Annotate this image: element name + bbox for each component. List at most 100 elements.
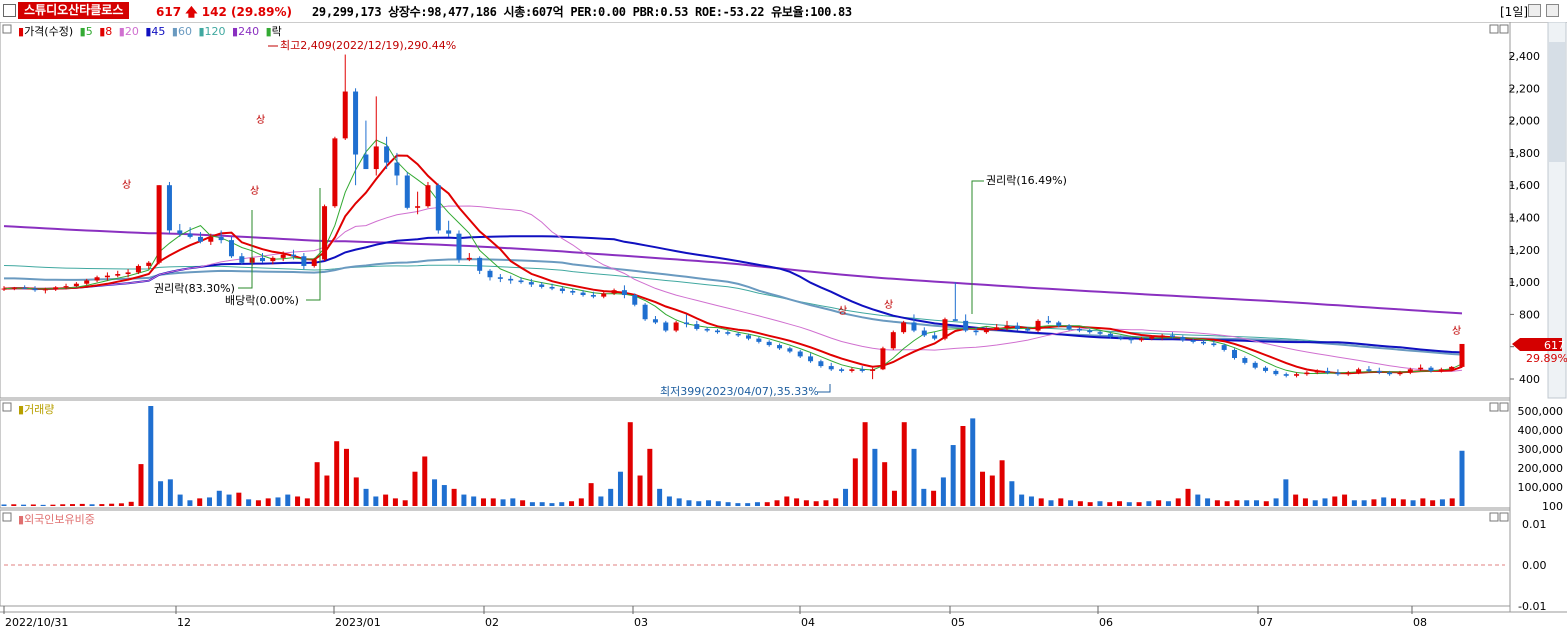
candle	[642, 303, 648, 321]
volume-bar	[1342, 494, 1348, 506]
volume-bar	[167, 479, 173, 506]
volume-bar	[813, 501, 819, 506]
limit-up-marker: 상	[250, 185, 259, 197]
current-price: 617	[156, 5, 182, 19]
candle	[601, 291, 607, 299]
volume-bar	[99, 504, 105, 506]
candle	[942, 317, 948, 341]
foreign-tick-001: 0.01	[1522, 518, 1547, 531]
stock-name[interactable]: 스튜디오산타클로스	[18, 2, 130, 19]
change-percent: (29.89%)	[231, 5, 292, 19]
foreign-tick-neg001: -0.01	[1518, 600, 1546, 613]
volume-bar	[852, 458, 858, 506]
candle	[1438, 367, 1444, 373]
volume-bar	[1273, 498, 1279, 506]
volume-bar	[882, 462, 888, 506]
volume-bar	[549, 503, 555, 506]
volume-tick-label: 200,000	[1518, 462, 1564, 475]
volume-bar	[569, 501, 575, 506]
volume-bar	[1430, 500, 1436, 506]
candle	[756, 337, 762, 344]
minimize-icon[interactable]	[1528, 4, 1541, 17]
x-tick-label: 04	[801, 616, 815, 629]
candle	[1294, 372, 1300, 378]
panel-close-icon[interactable]	[1499, 24, 1509, 34]
volume-bar	[471, 496, 477, 506]
volume-bar	[1107, 502, 1113, 506]
candle	[446, 220, 452, 237]
x-tick-label: 07	[1259, 616, 1273, 629]
candle	[621, 285, 627, 299]
candle	[663, 320, 669, 333]
foreign-minimize-icon[interactable]	[1489, 512, 1499, 522]
volume-bar	[1146, 501, 1152, 506]
annotation-high: 최고2,409(2022/12/19),290.44%	[280, 39, 456, 52]
volume-panel-toggle-icon[interactable]	[2, 402, 12, 412]
volume-bar	[666, 496, 672, 506]
volume-bar	[1263, 501, 1269, 506]
foreign-panel-toggle-icon[interactable]	[2, 512, 12, 522]
current-price-tag	[1520, 338, 1562, 351]
volume-bar	[1038, 498, 1044, 506]
candle	[125, 269, 131, 278]
period-selector[interactable]: [1일]	[1500, 5, 1529, 19]
candle	[963, 314, 969, 333]
candle	[94, 275, 100, 283]
legend-ma60: 60	[178, 25, 192, 38]
candle	[797, 349, 803, 359]
volume-bar	[304, 498, 310, 506]
volume-bar	[1019, 494, 1025, 506]
candle	[466, 253, 472, 262]
candle	[1376, 367, 1382, 375]
price-panel-toggle-icon[interactable]	[2, 24, 12, 34]
candle	[539, 282, 545, 289]
legend-ma8: 8	[105, 25, 112, 38]
volume-bar	[940, 477, 946, 506]
x-tick-label: 2022/10/31	[5, 616, 68, 629]
volume-bar	[1136, 502, 1142, 506]
volume-tick-label: 100	[1542, 500, 1563, 513]
candle	[1304, 370, 1310, 376]
candle	[1263, 366, 1269, 373]
volume-bar	[901, 422, 907, 506]
volume-minimize-icon[interactable]	[1489, 402, 1499, 412]
candle	[363, 120, 369, 170]
volume-bar	[970, 418, 976, 506]
current-pct-label: 29.89%	[1526, 352, 1567, 365]
select-checkbox[interactable]	[3, 4, 16, 17]
candle	[611, 288, 617, 296]
price-tick-label: 2,000	[1509, 115, 1541, 128]
annotation-low: 최저399(2023/04/07),35.33%	[660, 385, 819, 398]
volume-bar	[539, 502, 545, 506]
maximize-icon[interactable]	[1546, 4, 1559, 17]
volume-bar	[833, 498, 839, 506]
volume-bar	[696, 501, 702, 506]
annotations: 최고2,409(2022/12/19),290.44% 최저399(2023/0…	[122, 39, 1461, 398]
volume-bar	[1234, 500, 1240, 506]
candle	[11, 286, 17, 291]
candle	[84, 278, 90, 286]
candle	[301, 253, 307, 270]
candle	[1169, 332, 1175, 339]
foreign-close-icon[interactable]	[1499, 512, 1509, 522]
volume-bar	[1381, 497, 1387, 506]
volume-close-icon[interactable]	[1499, 402, 1509, 412]
candle	[1035, 319, 1041, 333]
candle	[673, 320, 679, 333]
volume-bar	[334, 441, 340, 506]
scrollbar-thumb[interactable]	[1549, 42, 1565, 162]
candle	[208, 233, 214, 245]
candle	[1366, 366, 1372, 373]
volume-bar	[40, 504, 46, 506]
candle	[1045, 316, 1051, 325]
panel-minimize-icon[interactable]	[1489, 24, 1499, 34]
candle	[921, 327, 927, 338]
volume-bar	[1, 504, 7, 506]
candle	[1180, 335, 1186, 342]
volume-bar	[363, 488, 369, 506]
annotation-rights2: 권리락(16.49%)	[986, 174, 1067, 187]
volume-bar	[764, 502, 770, 506]
foreign-title: 외국인보유비중	[24, 513, 95, 526]
volume-bar	[383, 494, 389, 506]
volume-bar	[236, 492, 242, 506]
